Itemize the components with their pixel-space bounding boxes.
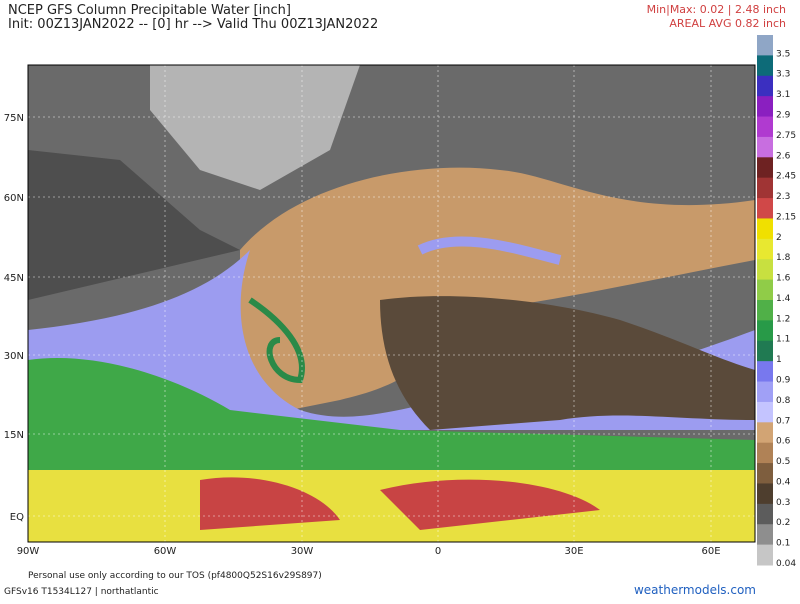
colorbar-cell [757, 177, 773, 199]
colorbar-cell [757, 136, 773, 158]
lat-label: EQ [10, 512, 24, 523]
lat-label: 30N [4, 351, 24, 362]
lon-labels: 90W 60W 30W 0 30E 60E [17, 546, 721, 557]
colorbar-cell [757, 75, 773, 97]
colorbar-label: 1.4 [776, 294, 791, 304]
colorbar-label: 0.3 [776, 498, 790, 508]
colorbar-label: 0.5 [776, 457, 790, 467]
colorbar-label: 0.1 [776, 539, 790, 549]
lat-label: 60N [4, 193, 24, 204]
colorbar-label: 0.2 [776, 518, 790, 528]
colorbar-cell [757, 218, 773, 240]
colorbar-cell [757, 463, 773, 484]
lat-label: 15N [4, 430, 24, 441]
lat-label: 75N [4, 113, 24, 124]
site: weathermodels.com [634, 583, 756, 597]
colorbar-label: 0.7 [776, 416, 790, 426]
title: NCEP GFS Column Precipitable Water [inch… [8, 3, 291, 18]
colorbar-label: 2.3 [776, 192, 790, 202]
colorbar-cell [757, 300, 773, 321]
lon-label: 60E [701, 546, 720, 557]
colorbar-cell [757, 116, 773, 138]
colorbar-cell [757, 96, 773, 118]
colorbar-cell [757, 544, 773, 566]
colorbar-label: 2.9 [776, 111, 791, 121]
colorbar-cell [757, 361, 773, 383]
colorbar-cell [757, 524, 773, 546]
lon-label: 90W [17, 546, 40, 557]
colorbar-label: 3.5 [776, 49, 790, 59]
colorbar-label: 0.4 [776, 477, 791, 487]
colorbar-cell [757, 442, 773, 464]
colorbar-cell [757, 238, 773, 260]
colorbar-label: 0.8 [776, 396, 791, 406]
colorbar-label: 0.04 [776, 559, 796, 569]
colorbar-label: 2.15 [776, 212, 796, 222]
areal-avg: AREAL AVG 0.82 inch [669, 17, 786, 30]
colorbar-cell [757, 320, 773, 342]
colorbar-cell [757, 483, 773, 505]
colorbar-cell [757, 340, 773, 362]
colorbar-label: 2.75 [776, 131, 796, 141]
map [27, 64, 756, 543]
colorbar-cell [757, 381, 773, 403]
colorbar-cell [757, 422, 773, 444]
colorbar-cell [757, 401, 773, 423]
colorbar-label: 1 [776, 355, 782, 365]
lat-labels: 75N 60N 45N 30N 15N EQ [4, 113, 24, 523]
colorbar-label: 1.6 [776, 274, 791, 284]
colorbar-cell [757, 259, 773, 281]
min-max: Min|Max: 0.02 | 2.48 inch [647, 3, 786, 16]
tos-note: Personal use only according to our TOS (… [28, 571, 322, 581]
colorbar-label: 2.45 [776, 172, 796, 182]
lon-label: 60W [154, 546, 177, 557]
lat-label: 45N [4, 273, 24, 284]
model-info: GFSv16 T1534L127 | northatlantic [4, 587, 159, 597]
colorbar-cell [757, 55, 773, 77]
colorbar-label: 3.1 [776, 90, 790, 100]
colorbar-cell [757, 503, 773, 525]
lon-label: 0 [435, 546, 441, 557]
colorbar-label: 2 [776, 233, 782, 243]
colorbar-label: 1.1 [776, 335, 790, 345]
subtitle: Init: 00Z13JAN2022 -- [0] hr --> Valid T… [8, 17, 378, 32]
lon-label: 30W [291, 546, 314, 557]
colorbar: 3.5 3.3 3.1 2.9 2.75 2.6 2.45 2.3 2.15 2 1.8 1.6 1.4… [757, 35, 796, 569]
colorbar-cell [757, 157, 773, 179]
colorbar-label: 3.3 [776, 70, 790, 80]
colorbar-label: 0.9 [776, 376, 791, 386]
colorbar-cell [757, 198, 773, 219]
colorbar-cell [757, 279, 773, 301]
colorbar-label: 1.2 [776, 314, 790, 324]
colorbar-label: 0.6 [776, 437, 791, 447]
colorbar-cell [757, 35, 773, 56]
colorbar-label: 2.6 [776, 151, 791, 161]
lon-label: 30E [564, 546, 583, 557]
colorbar-label: 1.8 [776, 253, 791, 263]
